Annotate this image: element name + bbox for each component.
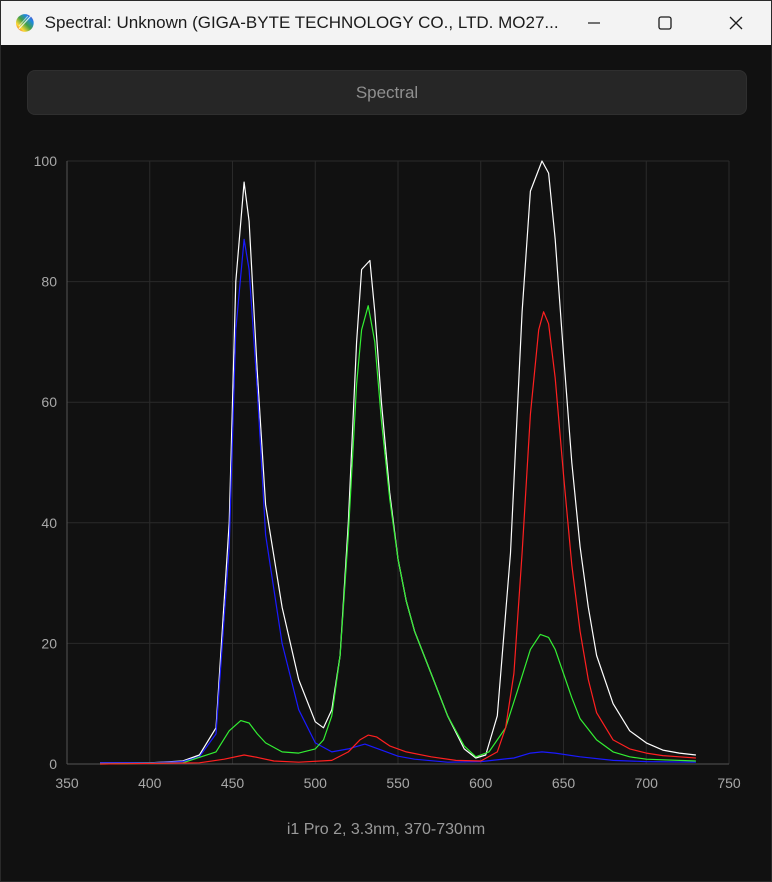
window-title: Spectral: Unknown (GIGA-BYTE TECHNOLOGY … — [44, 13, 559, 32]
instrument-caption: i1 Pro 2, 3.3nm, 370-730nm — [286, 821, 486, 838]
x-tick-label: 450 — [221, 775, 245, 791]
x-tick-label: 700 — [635, 775, 659, 791]
y-tick-label: 60 — [41, 394, 57, 410]
spectral-button[interactable]: Spectral — [27, 70, 747, 115]
close-icon — [729, 16, 743, 30]
y-tick-label: 0 — [49, 756, 57, 772]
x-tick-label: 750 — [717, 775, 741, 791]
y-tick-label: 40 — [41, 515, 57, 531]
x-tick-label: 350 — [55, 775, 79, 791]
rainbow-app-icon — [15, 14, 34, 32]
x-tick-label: 500 — [304, 775, 328, 791]
spectral-chart: 350 400 450 500 550 600 650 700 750 0 20 40 60 80 100 — [34, 153, 741, 791]
y-tick-label: 20 — [41, 635, 57, 651]
y-tick-label: 80 — [41, 274, 57, 290]
minimize-button[interactable] — [559, 1, 630, 45]
series-line-3 — [100, 311, 696, 765]
maximize-icon — [658, 16, 672, 30]
maximize-button[interactable] — [629, 1, 700, 45]
spectral-button-label: Spectral — [355, 82, 419, 102]
title-bar[interactable]: Spectral: Unknown (GIGA-BYTE TECHNOLOGY … — [1, 1, 771, 45]
minimize-icon — [587, 22, 600, 24]
close-button[interactable] — [700, 1, 771, 45]
x-tick-label: 400 — [138, 775, 162, 791]
y-tick-label: 100 — [34, 153, 58, 169]
x-tick-label: 550 — [386, 775, 410, 791]
x-tick-label: 600 — [469, 775, 493, 791]
x-tick-label: 650 — [552, 775, 576, 791]
series-line-1 — [100, 238, 696, 764]
series-line-2 — [100, 305, 696, 765]
